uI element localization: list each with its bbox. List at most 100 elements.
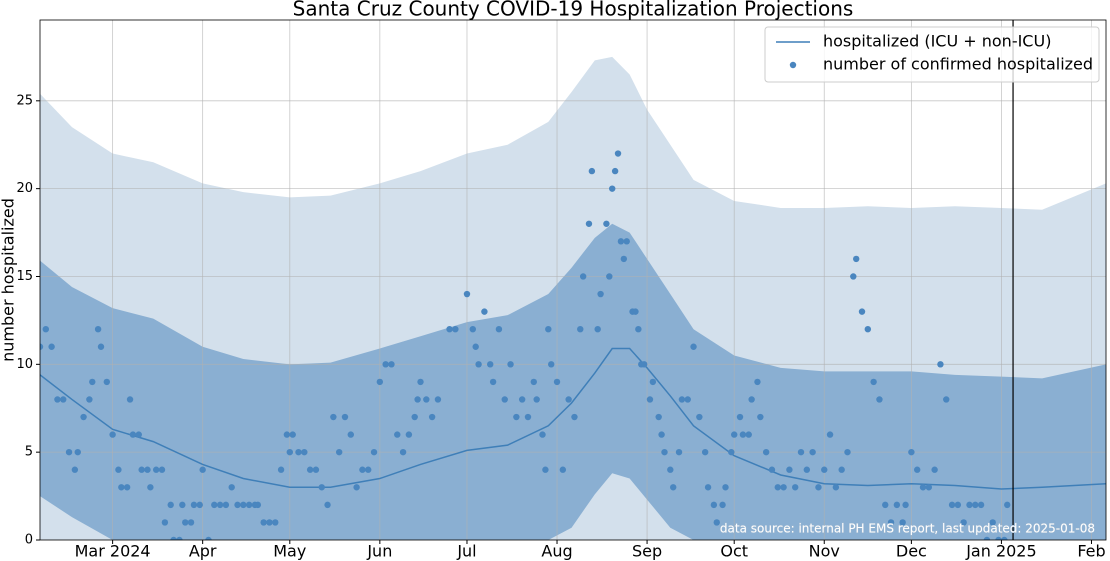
data-point [545, 325, 552, 333]
data-point [757, 413, 764, 421]
data-point [609, 185, 616, 192]
data-point [222, 501, 230, 509]
data-point [809, 448, 816, 456]
data-point [176, 536, 183, 540]
data-point [446, 325, 453, 333]
data-point [684, 396, 691, 403]
data-point [423, 396, 430, 403]
data-point [260, 519, 267, 526]
x-tick-label: Jun [366, 542, 392, 561]
data-point [1001, 536, 1008, 540]
data-point [240, 501, 247, 509]
data-point [887, 519, 895, 526]
data-point [161, 519, 169, 526]
data-point [870, 378, 877, 386]
data-point [736, 413, 744, 421]
x-tick-label: Sep [632, 542, 662, 561]
y-tick-label: 10 [16, 357, 33, 372]
data-point [109, 431, 116, 438]
data-point [943, 396, 950, 403]
data-point [272, 519, 279, 526]
data-point [774, 484, 781, 491]
data-point [254, 501, 262, 509]
data-point [931, 466, 938, 473]
data-point [89, 378, 96, 386]
data-point [913, 466, 921, 473]
data-point [74, 448, 81, 456]
data-point [40, 343, 44, 350]
data-point [301, 448, 308, 456]
x-tick-label: Nov [809, 542, 840, 561]
data-point [539, 431, 546, 438]
data-point [739, 431, 747, 438]
data-point [126, 396, 134, 403]
data-point [170, 536, 177, 540]
confidence-band [40, 223, 1106, 540]
data-point [518, 396, 526, 403]
data-point [42, 325, 50, 333]
data-point [844, 448, 851, 456]
data-point [283, 431, 291, 438]
data-point [960, 519, 967, 526]
data-point [553, 378, 561, 386]
data-point [948, 501, 956, 509]
x-tick-label: Aug [541, 542, 572, 561]
data-point [182, 519, 189, 526]
data-point [475, 361, 482, 368]
y-tick-label: 15 [16, 269, 33, 284]
data-point [118, 484, 125, 491]
data-point [977, 501, 985, 509]
chart-title: Santa Cruz County COVID-19 Hospitalizati… [293, 0, 854, 21]
data-point [762, 448, 770, 456]
data-point [719, 501, 726, 509]
data-point [405, 431, 413, 438]
data-point [411, 413, 418, 421]
data-point [277, 466, 285, 473]
data-point [533, 396, 540, 403]
data-point [228, 484, 235, 491]
data-point [954, 501, 962, 509]
data-point [335, 448, 343, 456]
data-point [245, 501, 253, 509]
x-tick-label: Mar 2024 [75, 542, 151, 561]
data-point [388, 361, 395, 368]
data-point [158, 466, 166, 473]
data-point [594, 325, 601, 333]
data-point [690, 343, 697, 350]
data-point [908, 448, 915, 456]
data-point [603, 220, 610, 227]
data-point [97, 343, 105, 350]
data-point [995, 536, 1002, 540]
data-point [649, 378, 657, 386]
data-point [318, 484, 325, 491]
data-point [481, 308, 488, 315]
data-point [614, 150, 622, 157]
y-tick-label: 5 [25, 445, 33, 460]
data-point [713, 519, 720, 526]
data-point [469, 325, 476, 333]
data-point [135, 431, 142, 438]
data-point [123, 484, 131, 491]
x-tick-label: Feb [1077, 542, 1105, 561]
data-point [376, 378, 384, 386]
data-point [821, 466, 828, 473]
legend-label: number of confirmed hospitalized [823, 55, 1093, 74]
data-point [507, 361, 514, 368]
data-point [144, 466, 151, 473]
data-point [513, 413, 520, 421]
data-point [48, 343, 55, 350]
data-point [167, 501, 174, 509]
data-point [655, 413, 662, 421]
legend-label: hospitalized (ICU + non-ICU) [823, 32, 1051, 51]
y-tick-label: 0 [25, 533, 33, 548]
data-point [565, 396, 572, 403]
data-point [577, 325, 584, 333]
data-point [983, 536, 991, 540]
data-point [838, 466, 845, 473]
data-point [617, 238, 625, 245]
data-point [826, 431, 834, 438]
data-point [635, 325, 642, 333]
data-point [306, 466, 314, 473]
data-point [347, 431, 354, 438]
data-point [696, 413, 703, 421]
